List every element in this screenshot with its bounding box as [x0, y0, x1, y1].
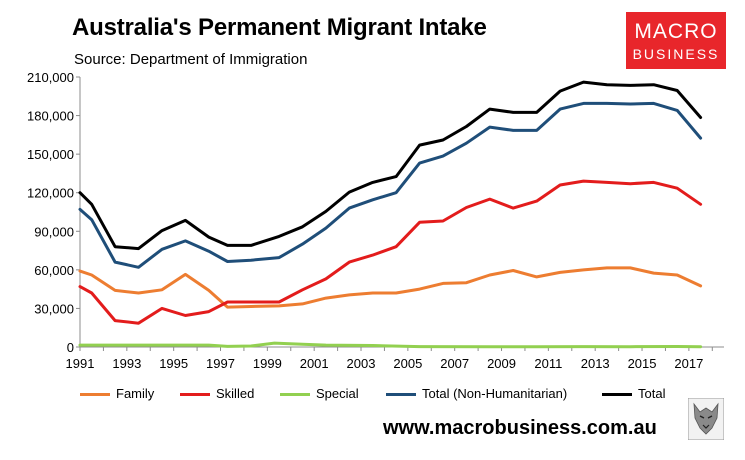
x-tick-label: 2015 — [628, 356, 657, 371]
chart-subtitle: Source: Department of Immigration — [74, 51, 308, 68]
series-line-special — [78, 341, 703, 349]
legend-swatch — [180, 393, 210, 396]
logo-line-2: BUSINESS — [632, 46, 720, 62]
series-line-skilled — [78, 179, 703, 325]
wolf-icon — [688, 398, 724, 440]
x-tick-label: 2011 — [534, 356, 562, 371]
x-tick-label: 2013 — [581, 356, 610, 371]
x-tick-label: 1993 — [112, 356, 141, 371]
series-line-total — [78, 80, 703, 251]
x-tick-label: 1991 — [66, 356, 95, 371]
legend-label: Total — [638, 386, 666, 401]
legend-swatch — [602, 393, 632, 396]
y-tick-label: 150,000 — [27, 147, 74, 162]
y-tick-label: 30,000 — [34, 301, 74, 316]
site-url[interactable]: www.macrobusiness.com.au — [383, 417, 657, 439]
legend-swatch — [280, 393, 310, 396]
y-tick-label: 120,000 — [27, 186, 74, 201]
y-tick-label: 180,000 — [27, 109, 74, 124]
x-tick-label: 1997 — [206, 356, 235, 371]
chart-title: Australia's Permanent Migrant Intake — [72, 14, 487, 41]
x-tick-label: 2005 — [393, 356, 422, 371]
logo-line-1: MACRO — [634, 20, 718, 43]
x-tick-label: 2003 — [347, 356, 376, 371]
legend-label: Total (Non-Humanitarian) — [422, 386, 568, 401]
x-tick-label: 2001 — [300, 356, 329, 371]
y-tick-label: 0 — [67, 340, 74, 355]
legend-label: Skilled — [216, 386, 255, 401]
x-tick-label: 1995 — [159, 356, 188, 371]
legend-swatch — [80, 393, 110, 396]
y-tick-label: 90,000 — [34, 224, 74, 239]
macrobusiness-logo[interactable]: MACRO BUSINESS — [626, 12, 726, 69]
y-tick-label: 210,000 — [27, 70, 74, 85]
series-line-total-non-humanitarian — [78, 101, 703, 269]
series-line-family — [78, 266, 703, 309]
x-tick-label: 1999 — [253, 356, 282, 371]
legend-label: Special — [316, 386, 359, 401]
legend-label: Family — [116, 386, 155, 401]
x-tick-label: 2007 — [440, 356, 469, 371]
y-tick-label: 60,000 — [34, 263, 74, 278]
legend-swatch — [386, 393, 416, 396]
x-tick-label: 2009 — [487, 356, 516, 371]
x-tick-label: 2017 — [674, 356, 703, 371]
